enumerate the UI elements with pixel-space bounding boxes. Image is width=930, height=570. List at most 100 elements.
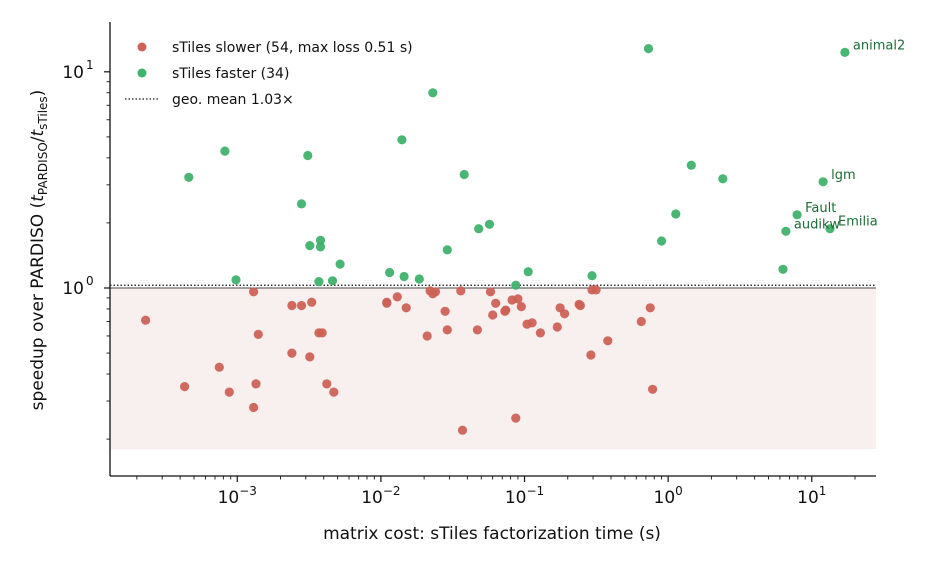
faster-point-12	[397, 135, 407, 145]
slower-point-24	[430, 287, 441, 297]
slower-point-26	[442, 325, 452, 335]
slower-point-52	[645, 303, 655, 313]
x-tick-label-3: 100	[654, 484, 683, 508]
slower-point-51	[636, 316, 646, 327]
faster-point-9	[327, 276, 338, 286]
legend-label-geomean: geo. mean 1.03×	[172, 92, 294, 108]
faster-point-22	[587, 271, 597, 281]
slower-point-6	[251, 379, 261, 389]
slower-point-34	[501, 305, 511, 315]
slower-point-38	[516, 302, 526, 312]
slower-point-19	[392, 292, 402, 302]
slower-point-29	[472, 325, 482, 335]
annotation-animal2: animal2	[853, 38, 905, 53]
faster-point-7	[315, 235, 326, 245]
faster-point-27	[718, 174, 728, 184]
slower-point-11	[305, 352, 315, 362]
y-tick-exponent-0: 0	[86, 274, 94, 288]
faster-point-11	[385, 267, 395, 278]
faster-point-21	[523, 267, 533, 277]
slower-point-32	[491, 298, 501, 308]
slower-point-44	[560, 309, 570, 319]
slower-point-30	[485, 287, 496, 297]
slower-point-31	[488, 310, 498, 320]
faster-point-3	[296, 199, 307, 209]
annotation-lgm: lgm	[831, 168, 856, 183]
legend-marker-faster	[137, 68, 147, 78]
slower-point-20	[401, 303, 411, 313]
legend-label-slower: sTiles slower (54, max loss 0.51 s)	[172, 40, 413, 56]
slower-point-21	[422, 331, 432, 341]
slower-point-27	[456, 286, 466, 296]
y-tick-exponent-1: 1	[86, 58, 94, 72]
faster-point-30	[792, 210, 802, 220]
slower-point-41	[535, 328, 546, 338]
faster-point-6	[314, 277, 324, 287]
y-axis-title: speedup over PARDISO (tPARDISO/tsTiles)	[28, 90, 50, 411]
y-tick-label-1: 10	[62, 63, 84, 83]
points-layer	[141, 44, 850, 435]
faster-point-14	[414, 274, 424, 284]
slower-point-5	[249, 402, 259, 413]
slower-point-37	[513, 294, 523, 304]
slower-point-1	[180, 382, 190, 392]
faster-point-26	[686, 160, 696, 170]
faster-point-29	[781, 226, 791, 236]
slower-point-0	[141, 315, 151, 325]
x-tick-label-0: 10−3	[218, 484, 257, 508]
faster-point-0	[184, 172, 194, 182]
faster-point-10	[335, 259, 345, 269]
slower-point-49	[591, 285, 601, 295]
slower-point-8	[287, 348, 297, 358]
annotation-fault: Fault	[805, 201, 836, 216]
slower-point-10	[296, 300, 307, 311]
faster-point-1	[220, 146, 230, 156]
legend-label-faster: sTiles faster (34)	[172, 66, 289, 82]
annotation-audikw: audikw	[794, 217, 841, 232]
slower-point-40	[527, 318, 537, 328]
faster-point-2	[231, 275, 241, 285]
faster-point-25	[671, 209, 681, 219]
slower-point-18	[382, 298, 392, 308]
slower-point-25	[440, 306, 450, 316]
x-tick-label-1: 10−2	[361, 484, 400, 508]
faster-point-15	[428, 88, 438, 98]
slower-point-9	[287, 300, 297, 311]
faster-point-18	[474, 224, 484, 234]
slower-point-50	[603, 336, 613, 346]
x-tick-label-4: 101	[797, 484, 826, 508]
legend-marker-slower	[137, 42, 147, 52]
slower-point-46	[575, 300, 586, 311]
slower-point-53	[648, 384, 658, 394]
slower-point-28	[457, 425, 468, 435]
x-axis: 10−3 10−2 10−1 100 101	[136, 476, 856, 508]
slower-point-47	[586, 350, 596, 360]
slower-point-36	[511, 413, 521, 423]
faster-point-5	[305, 241, 315, 251]
annotation-emilia: Emilia	[838, 215, 878, 230]
faster-point-19	[484, 219, 495, 229]
faster-point-13	[399, 271, 409, 282]
faster-point-20	[511, 280, 521, 290]
faster-point-32	[825, 224, 835, 234]
faster-point-8	[315, 242, 326, 252]
faster-point-16	[459, 169, 469, 180]
faster-point-24	[657, 236, 667, 246]
slower-point-2	[214, 362, 224, 372]
slower-point-7	[253, 329, 263, 339]
x-axis-title: matrix cost: sTiles factorization time (…	[323, 524, 661, 544]
faster-point-28	[778, 264, 788, 274]
faster-point-23	[643, 44, 654, 54]
faster-point-17	[442, 245, 452, 255]
y-tick-label-0: 10	[62, 279, 84, 299]
slower-point-12	[307, 297, 317, 307]
slower-point-14	[317, 328, 327, 338]
faster-point-33	[840, 47, 850, 58]
faster-point-4	[303, 150, 313, 161]
slower-point-42	[552, 322, 562, 332]
slower-point-15	[322, 379, 332, 389]
faster-point-31	[818, 177, 828, 187]
